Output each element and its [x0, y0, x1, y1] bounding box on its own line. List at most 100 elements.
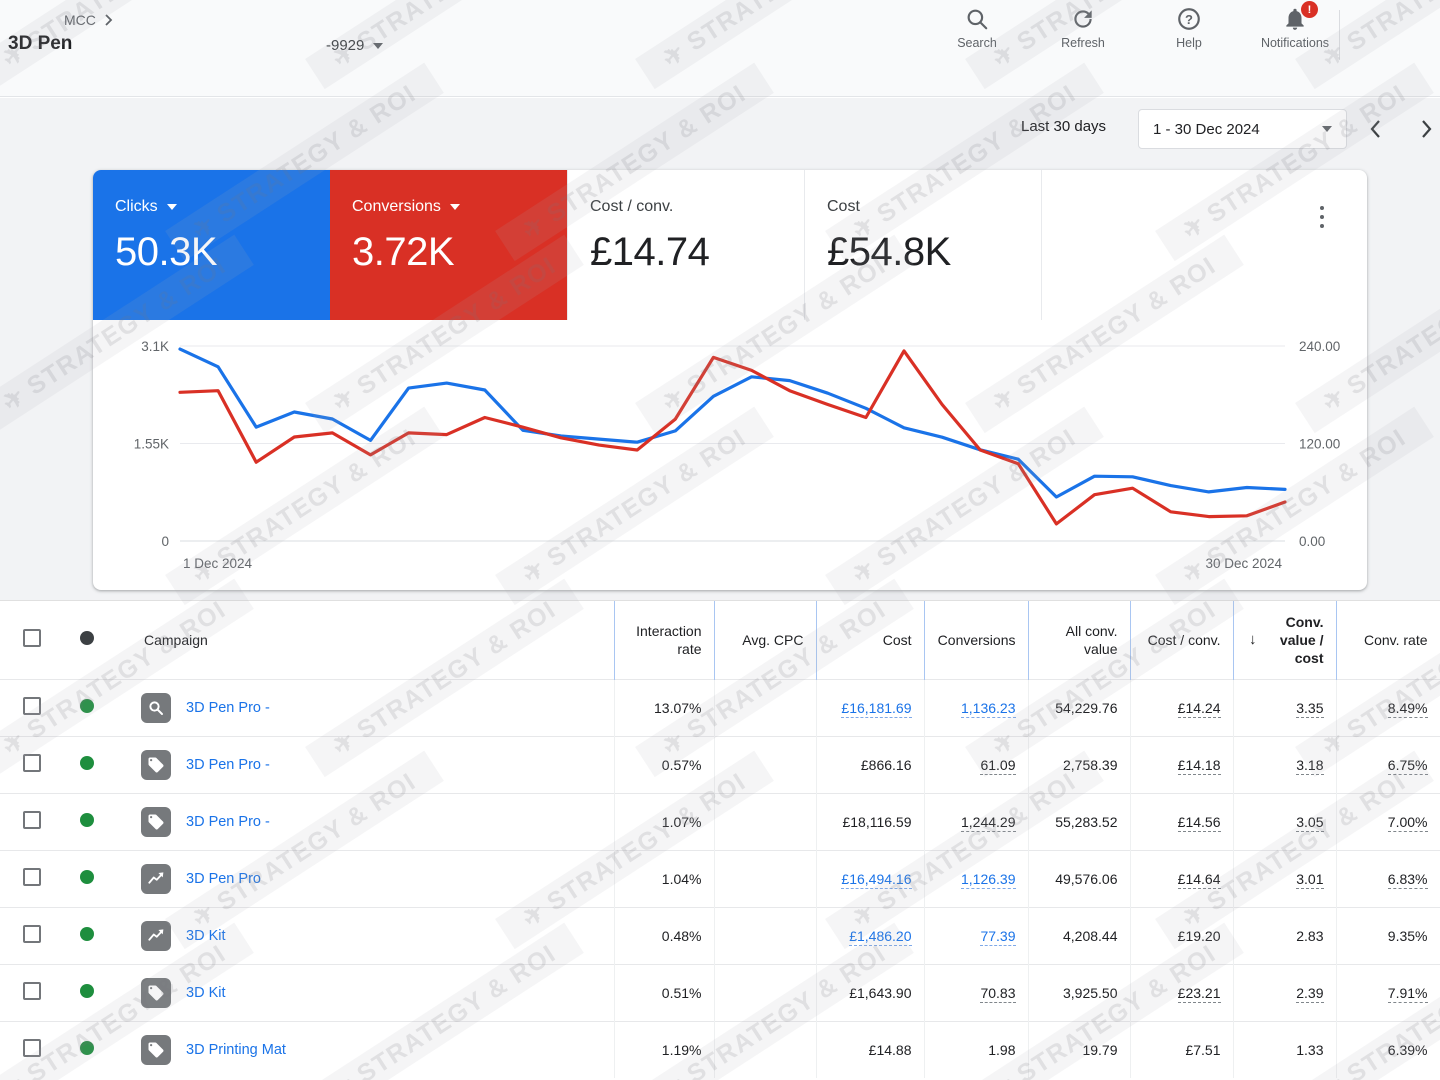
campaign-link[interactable]: 3D Pen Pro -	[186, 756, 270, 773]
shopping-campaign-icon	[148, 985, 164, 1000]
select-all-header[interactable]	[0, 601, 64, 679]
metric-value[interactable]: £14.56	[1177, 813, 1221, 832]
breadcrumb-mcc[interactable]: MCC	[64, 12, 96, 28]
metric-value[interactable]: 3.05	[1296, 813, 1324, 832]
metric-value: 0.48%	[661, 927, 702, 944]
chevron-down-icon	[1322, 126, 1332, 132]
left-axis-tick: 1.55K	[134, 437, 169, 452]
campaign-link[interactable]: 3D Kit	[186, 927, 226, 944]
status-enabled-icon	[80, 927, 94, 941]
scorecard-cost[interactable]: Cost £54.8K	[804, 170, 1041, 320]
select-all-checkbox[interactable]	[23, 629, 41, 648]
scorecard-value: 50.3K	[115, 230, 218, 274]
date-range-selector[interactable]: 1 - 30 Dec 2024	[1138, 109, 1347, 149]
cell-interaction_rate: 1.07%	[613, 792, 714, 850]
column-header-conversions[interactable]: Conversions	[923, 601, 1028, 679]
shopping-campaign-icon	[141, 806, 171, 837]
column-header-cost_per_conv[interactable]: Cost / conv.	[1129, 601, 1233, 679]
cell-conv_rate: 6.83%	[1335, 849, 1440, 907]
breadcrumb[interactable]: MCC	[64, 12, 113, 28]
metric-value[interactable]: £14.24	[1177, 699, 1221, 718]
account-selector[interactable]: -9929	[326, 37, 384, 54]
row-checkbox[interactable]	[23, 811, 41, 829]
next-period-button[interactable]	[1412, 114, 1440, 144]
metric-value[interactable]: 6.75%	[1387, 756, 1428, 775]
chevron-left-icon	[1370, 120, 1380, 138]
row-checkbox[interactable]	[23, 982, 41, 1000]
help-button[interactable]: ? Help	[1149, 6, 1229, 50]
column-header-conv_value_per_cost[interactable]: ↓ Conv. value / cost	[1232, 601, 1336, 679]
metric-value[interactable]: 61.09	[980, 756, 1016, 775]
column-label: Campaign	[144, 631, 208, 648]
row-checkbox[interactable]	[23, 754, 41, 772]
campaign-link[interactable]: 3D Pen Pro -	[186, 699, 270, 716]
metric-value[interactable]: 70.83	[980, 984, 1016, 1003]
metric-value[interactable]: 2.39	[1296, 984, 1324, 1003]
search-button[interactable]: Search	[937, 6, 1017, 50]
account-id: -9929	[326, 37, 365, 54]
refresh-button[interactable]: Refresh	[1043, 6, 1123, 50]
metric-value[interactable]: 1,244.29	[961, 813, 1016, 832]
column-header-interaction_rate[interactable]: Interaction rate	[613, 601, 714, 679]
metric-value[interactable]: 7.91%	[1387, 984, 1428, 1003]
metric-value[interactable]: £14.64	[1177, 870, 1221, 889]
cell-conv_rate: 7.00%	[1335, 792, 1440, 850]
status-enabled-icon	[80, 813, 94, 827]
search-icon	[967, 9, 988, 30]
cell-cost_per_conv: £19.20	[1129, 906, 1233, 964]
metric-value[interactable]: £14.18	[1177, 756, 1221, 775]
notifications-bell-icon	[1286, 8, 1304, 30]
metric-value-link[interactable]: £16,494.16	[841, 870, 912, 889]
date-preset-label[interactable]: Last 30 days	[1021, 118, 1107, 135]
scorecard-conversions[interactable]: Conversions 3.72K	[330, 170, 567, 320]
campaign-link[interactable]: 3D Kit	[186, 984, 226, 1001]
cell-conversions: 70.83	[923, 963, 1028, 1021]
campaign-link[interactable]: 3D Pen Pro -	[186, 813, 270, 830]
campaign-cell: 3D Pen Pro -	[110, 735, 614, 793]
column-header-cost[interactable]: Cost	[815, 601, 924, 679]
column-header-avg_cpc[interactable]: Avg. CPC	[713, 601, 816, 679]
row-checkbox[interactable]	[23, 697, 41, 715]
scorecard-cost-per-conv[interactable]: Cost / conv. £14.74	[567, 170, 804, 320]
cell-interaction_rate: 1.04%	[613, 849, 714, 907]
row-checkbox[interactable]	[23, 1039, 41, 1058]
search-campaign-icon	[149, 700, 163, 715]
table-row: 3D Pen Pro - 13.07% £16,181.69 1,136.23 54,2…	[0, 678, 1440, 736]
scorecard-metric-label: Clicks	[115, 198, 330, 216]
metric-value[interactable]: 7.00%	[1387, 813, 1428, 832]
metric-value[interactable]: £23.21	[1177, 984, 1221, 1003]
column-header-conv_rate[interactable]: Conv. rate	[1335, 601, 1440, 679]
notifications-button[interactable]: ! Notifications	[1255, 1, 1335, 50]
column-header-campaign[interactable]: Campaign	[110, 601, 614, 679]
row-status-cell	[64, 792, 110, 850]
metric-value-link[interactable]: £1,486.20	[849, 927, 912, 946]
chevron-down-icon	[166, 204, 177, 210]
metric-value-link[interactable]: 1,136.23	[961, 699, 1016, 718]
metric-value-link[interactable]: £16,181.69	[841, 699, 912, 718]
metric-value[interactable]: 8.49%	[1387, 699, 1428, 718]
column-label: Interaction rate	[636, 622, 702, 657]
metric-value[interactable]: 3.01	[1296, 870, 1324, 889]
scorecard-clicks[interactable]: Clicks 50.3K	[93, 170, 330, 320]
cell-all_conv_value: 4,208.44	[1027, 906, 1130, 964]
metric-value: £18,116.59	[842, 813, 912, 830]
left-axis-tick: 0	[161, 534, 169, 549]
previous-period-button[interactable]	[1360, 114, 1390, 144]
metric-value: 6.39%	[1387, 1041, 1428, 1058]
row-select-cell	[0, 735, 64, 793]
metric-value-link[interactable]: 77.39	[980, 927, 1016, 946]
row-checkbox[interactable]	[23, 868, 41, 886]
chevron-down-icon	[373, 42, 384, 49]
campaign-link[interactable]: 3D Pen Pro	[186, 870, 261, 887]
campaign-link[interactable]: 3D Printing Mat	[186, 1041, 286, 1058]
metric-value[interactable]: 3.18	[1296, 756, 1324, 775]
metric-value[interactable]: 3.35	[1296, 699, 1324, 718]
more-options-button[interactable]	[1313, 206, 1331, 228]
metric-value-link[interactable]: 1,126.39	[961, 870, 1016, 889]
row-checkbox[interactable]	[23, 925, 41, 943]
column-label: Avg. CPC	[742, 631, 804, 648]
column-header-all_conv_value[interactable]: All conv. value	[1027, 601, 1130, 679]
metric-value[interactable]: 6.83%	[1387, 870, 1428, 889]
table-header-row: Campaign Interaction rate Avg. CPC Cost Conv…	[0, 601, 1440, 679]
campaign-cell-content: 3D Kit	[122, 977, 602, 1008]
